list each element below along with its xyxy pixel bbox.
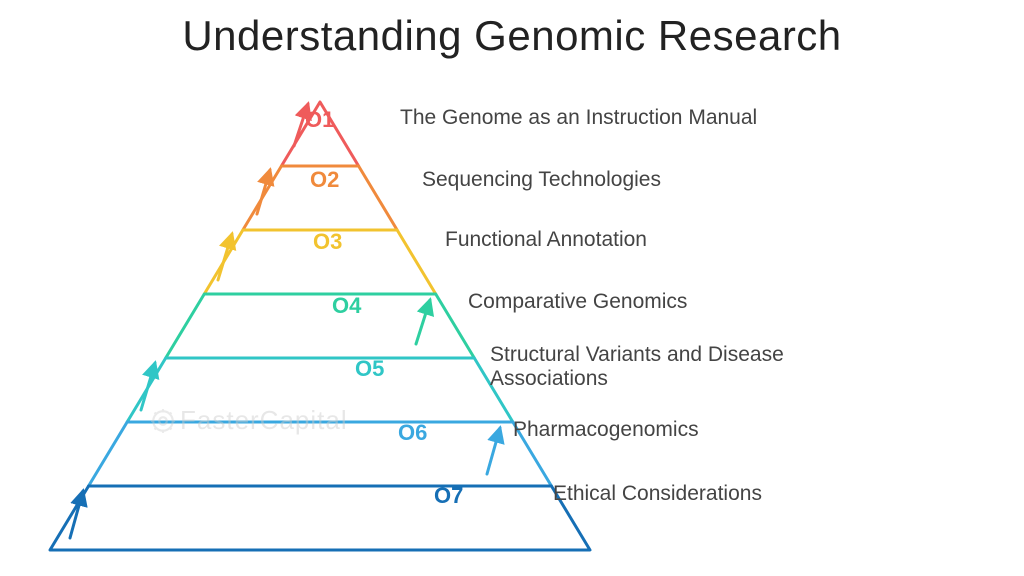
pyramid-label-5: Structural Variants and Disease Associat… [490,343,784,391]
pyramid-label-7: Ethical Considerations [553,482,762,506]
pyramid-number-6: O6 [398,420,427,446]
pyramid-label-6: Pharmacogenomics [513,418,699,442]
pyramid-number-3: O3 [313,229,342,255]
pyramid-label-3: Functional Annotation [445,228,647,252]
pyramid-arrow-3 [218,234,232,280]
pyramid-number-7: O7 [434,483,463,509]
watermark: FasterCapital [150,405,348,436]
watermark-text: FasterCapital [180,405,348,436]
pyramid-number-2: O2 [310,167,339,193]
page-title: Understanding Genomic Research [0,12,1024,60]
pyramid-arrow-4 [416,300,430,344]
pyramid-label-4: Comparative Genomics [468,290,687,314]
pyramid-number-5: O5 [355,356,384,382]
pyramid-label-2: Sequencing Technologies [422,168,661,192]
pyramid-diagram [40,90,600,560]
pyramid-arrow-6 [487,428,500,474]
pyramid-label-1: The Genome as an Instruction Manual [400,106,757,130]
pyramid-number-1: O1 [305,107,334,133]
pyramid-arrow-5 [141,363,155,410]
gear-icon [150,408,176,434]
pyramid-level-7 [50,486,590,550]
pyramid-arrow-2 [257,170,270,214]
pyramid-number-4: O4 [332,293,361,319]
